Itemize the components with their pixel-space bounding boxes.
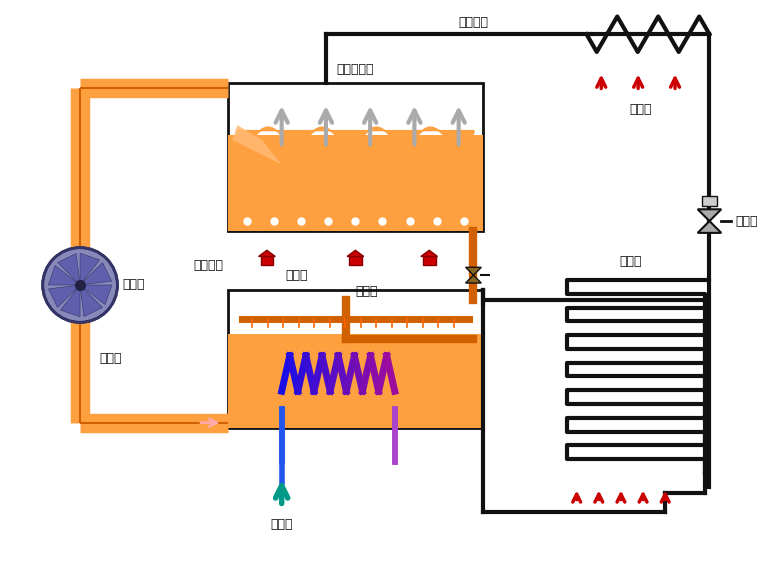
Bar [227, 135, 483, 231]
Polygon shape [466, 267, 481, 275]
Polygon shape [49, 285, 80, 307]
Text: 制冷工质: 制冷工质 [458, 17, 489, 29]
Polygon shape [233, 125, 282, 165]
Text: 稀溶液: 稀溶液 [100, 352, 122, 365]
Polygon shape [698, 221, 721, 233]
Polygon shape [58, 254, 80, 285]
Text: 节流阀: 节流阀 [735, 214, 758, 227]
Polygon shape [466, 275, 481, 283]
Bar [227, 83, 483, 231]
Bar [227, 290, 483, 428]
Polygon shape [421, 250, 438, 256]
Polygon shape [80, 285, 103, 316]
Text: 加热过程: 加热过程 [193, 259, 223, 272]
Bar [423, 256, 435, 266]
Bar [261, 256, 274, 266]
Polygon shape [347, 250, 364, 256]
Text: 浓溶液: 浓溶液 [356, 285, 378, 298]
Text: 冷凝器: 冷凝器 [629, 103, 652, 116]
Polygon shape [80, 263, 112, 285]
Polygon shape [80, 253, 100, 285]
Polygon shape [698, 209, 721, 221]
Text: 蒸汽发生器: 蒸汽发生器 [337, 63, 374, 76]
Circle shape [43, 247, 118, 323]
Polygon shape [61, 285, 80, 317]
Text: 冷却水: 冷却水 [271, 518, 293, 531]
Bar [227, 334, 483, 428]
Bar [349, 256, 362, 266]
Text: 蒸发器: 蒸发器 [619, 255, 642, 268]
Text: 循环泵: 循环泵 [122, 279, 145, 291]
Bar [701, 197, 717, 206]
Text: 吸收器: 吸收器 [285, 269, 308, 282]
Polygon shape [49, 266, 80, 285]
Polygon shape [258, 250, 275, 256]
Polygon shape [80, 285, 112, 304]
